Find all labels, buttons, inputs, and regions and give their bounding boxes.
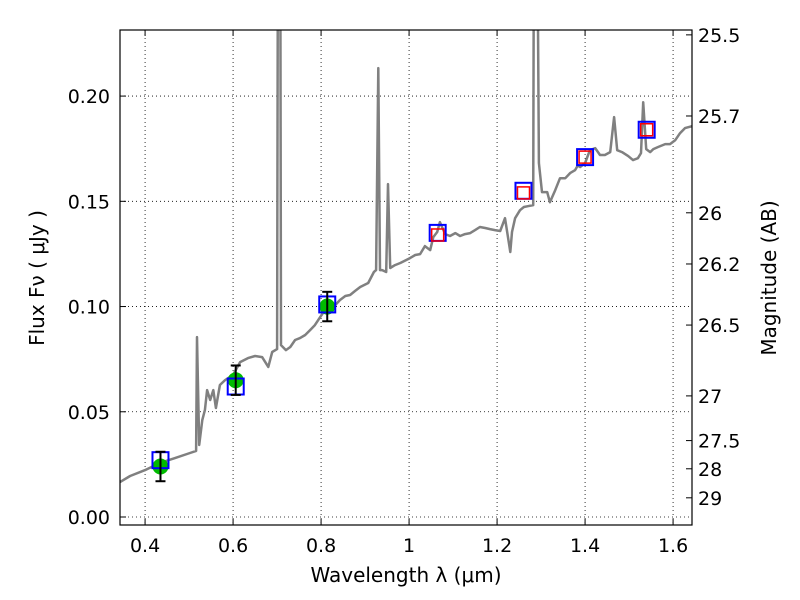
plot-background (120, 30, 692, 525)
y2-tick-label: 27 (698, 386, 722, 408)
synthetic-box-marker (430, 228, 445, 242)
grid (120, 30, 692, 525)
x-tick-label: 1.4 (570, 535, 600, 557)
y-tick-label: 0.15 (68, 191, 110, 213)
y-tick-label: 0.10 (68, 297, 110, 319)
y2-tick-label: 26.5 (698, 315, 740, 337)
x-tick-label: 1.2 (482, 535, 512, 557)
spectrum-line (120, 30, 692, 484)
y2-tick-label: 29 (698, 488, 722, 510)
synthetic-box-marker (516, 186, 531, 200)
plot-frame (119, 29, 693, 526)
plot-series (120, 30, 692, 484)
y-tick-label: 0.05 (68, 402, 110, 424)
model-box-marker (637, 120, 656, 139)
y2-axis-label: Magnitude (AB) (757, 200, 781, 355)
y-tick-label: 0.00 (68, 507, 110, 529)
y2-tick-label: 28 (698, 459, 722, 481)
y-tick-label: 0.20 (68, 86, 110, 108)
y-axis-label: Flux Fν ( μJy ) (25, 210, 49, 346)
y2-tick-label: 26 (698, 203, 722, 225)
x-tick-label: 0.8 (306, 535, 336, 557)
x-tick-label: 1.6 (658, 535, 688, 557)
x-tick-label: 0.6 (218, 535, 248, 557)
model-box-marker (576, 148, 595, 167)
synthetic-box-marker (639, 123, 654, 137)
y2-tick-label: 25.5 (698, 25, 740, 47)
x-axis-label: Wavelength λ (μm) (310, 563, 501, 587)
x-tick-label: 0.4 (130, 535, 160, 557)
y2-tick-label: 27.5 (698, 431, 740, 453)
synthetic-box-marker (578, 150, 592, 164)
y2-tick-label: 26.2 (698, 254, 740, 276)
x-tick-label: 1 (403, 535, 415, 557)
y2-tick-label: 25.7 (698, 106, 740, 128)
axes: 0.4 0.6 0.8 1 1.2 1.4 1.6 0.00 0.05 0.10 0.15 0.20 2… (68, 25, 741, 557)
